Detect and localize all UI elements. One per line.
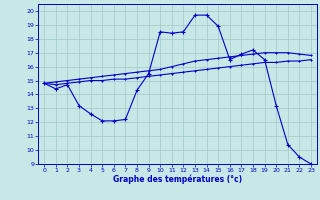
X-axis label: Graphe des températures (°c): Graphe des températures (°c) — [113, 175, 242, 184]
